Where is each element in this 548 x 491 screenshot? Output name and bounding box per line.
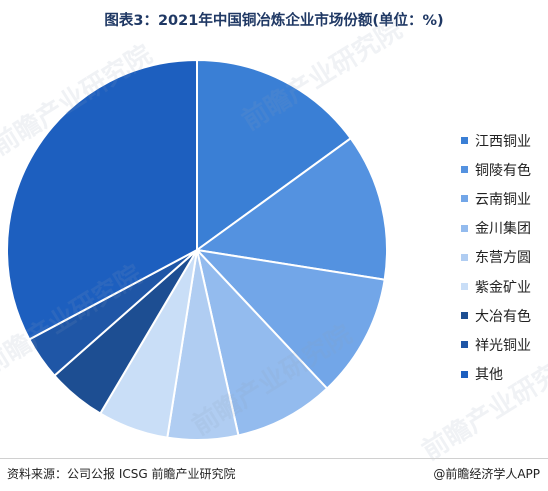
legend-label: 东营方圆 [475, 250, 531, 267]
source-note: 资料来源：公司公报 ICSG 前瞻产业研究院 [7, 467, 236, 481]
legend-label: 铜陵有色 [475, 162, 531, 179]
legend-label: 紫金矿业 [475, 279, 531, 296]
legend: 江西铜业 铜陵有色 云南铜业 金川集团 东营方圆 紫金矿业 大冶有色 祥光铜业 … [461, 126, 531, 389]
pie-slice [6, 58, 198, 341]
legend-item: 江西铜业 [461, 126, 531, 155]
legend-swatch [461, 341, 468, 349]
legend-swatch [461, 253, 468, 261]
legend-item: 东营方圆 [461, 243, 531, 272]
pie-chart [6, 58, 388, 441]
pie-slice [194, 248, 386, 390]
legend-item: 紫金矿业 [461, 272, 531, 301]
chart-title: 图表3：2021年中国铜冶炼企业市场份额(单位：%) [104, 13, 444, 29]
legend-label: 江西铜业 [475, 133, 531, 150]
legend-item: 云南铜业 [461, 184, 531, 213]
legend-item: 金川集团 [461, 214, 531, 243]
legend-label: 其他 [475, 367, 503, 384]
legend-item: 铜陵有色 [461, 155, 531, 184]
pie-slice [196, 58, 353, 252]
legend-label: 大冶有色 [475, 308, 531, 325]
legend-label: 云南铜业 [475, 191, 531, 208]
pie-slice [195, 246, 329, 437]
pie-slice [194, 136, 388, 281]
legend-swatch [461, 312, 468, 320]
legend-swatch [461, 195, 468, 203]
brand-credit: @前瞻经济学人APP [433, 467, 540, 481]
legend-label: 金川集团 [475, 221, 531, 238]
footer: 资料来源：公司公报 ICSG 前瞻产业研究院 @前瞻经济学人APP [0, 458, 548, 485]
legend-swatch [461, 224, 468, 232]
legend-swatch [461, 370, 468, 378]
legend-item: 祥光铜业 [461, 330, 531, 359]
legend-swatch [461, 166, 468, 174]
legend-swatch [461, 137, 468, 145]
legend-item: 大冶有色 [461, 301, 531, 330]
legend-label: 祥光铜业 [475, 337, 531, 354]
legend-item: 其他 [461, 360, 531, 389]
legend-swatch [461, 283, 468, 291]
